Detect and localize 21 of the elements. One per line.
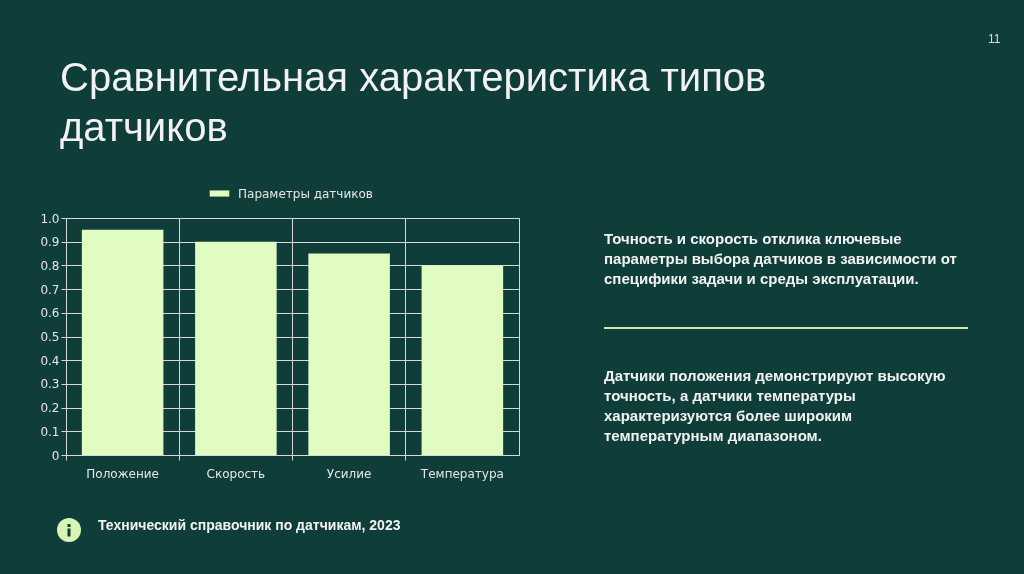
text: Точность и скорость отклика ключевые параметры выбора датчиков в зависимости от специфики задачи и среды эксплуатации. [604, 229, 958, 289]
legend-label: Параметры датчиков [238, 186, 373, 201]
x-tick-label: Температура [419, 466, 504, 481]
text: Технический справочник по датчикам, 2023 [98, 516, 402, 535]
y-tick-label: 0.4 [40, 353, 60, 368]
y-tick-label: 0.2 [40, 401, 60, 416]
y-tick-label: 0.6 [40, 306, 60, 321]
text: Датчики положения демонстрируют высокую точность, а датчики температуры характеризуются более широким температурным диапазоном. [604, 366, 947, 446]
y-tick-label: 0.1 [40, 424, 60, 439]
x-tick-label: Усилие [326, 466, 372, 481]
chart-title: Сравнительная характеристика типов датчиков [60, 54, 768, 151]
x-tick-label: Положение [86, 466, 159, 481]
y-tick-label: 0 [51, 448, 60, 463]
y-tick-label: 0.3 [40, 377, 60, 392]
y-tick-label: 0.9 [40, 235, 60, 250]
y-tick-label: 0.7 [40, 282, 60, 297]
y-tick-label: 0.8 [40, 258, 60, 273]
x-tick-label: Скорость [206, 466, 266, 481]
text: 11 [988, 31, 1001, 48]
y-tick-label: 1.0 [40, 211, 60, 226]
y-tick-label: 0.5 [40, 330, 60, 344]
